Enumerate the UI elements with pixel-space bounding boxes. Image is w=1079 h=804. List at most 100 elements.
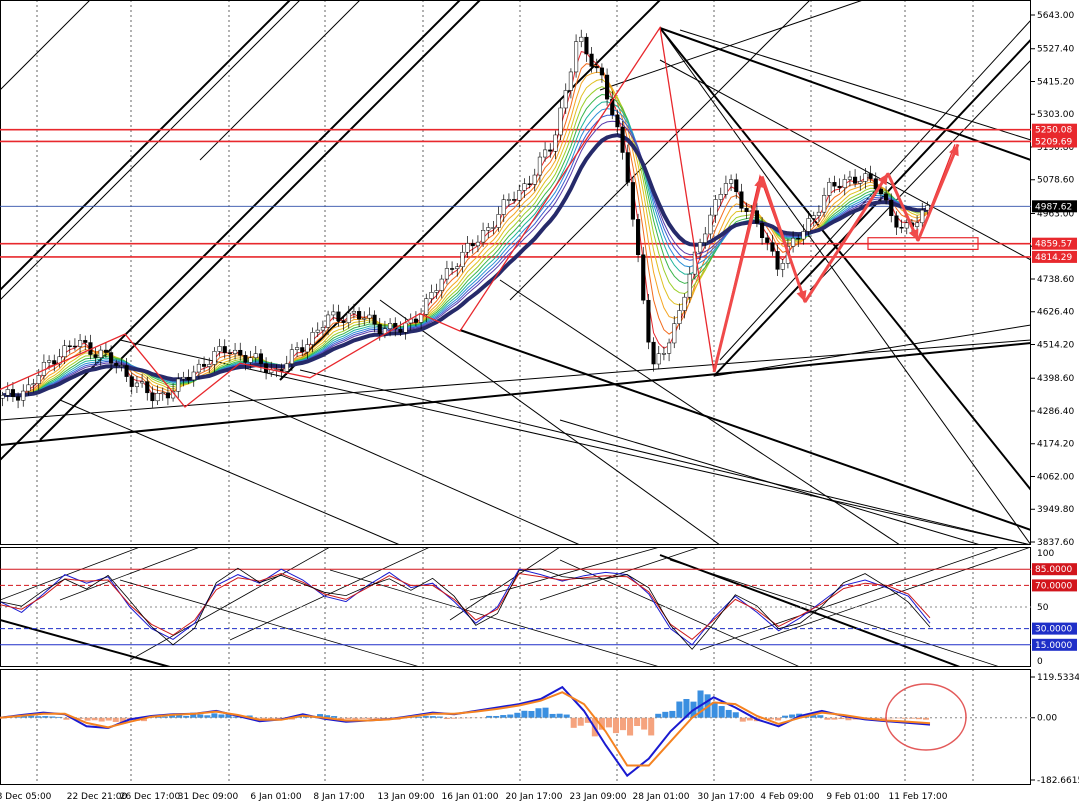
price-tick-label: 4514.20 bbox=[1037, 340, 1074, 350]
candle-body bbox=[52, 360, 57, 365]
macd-bar bbox=[49, 716, 56, 718]
candle-body bbox=[103, 349, 108, 353]
macd-panel[interactable] bbox=[0, 669, 1031, 785]
trendline bbox=[599, 0, 865, 91]
macd-bar bbox=[169, 714, 176, 718]
macd-bar bbox=[725, 709, 732, 718]
price-level-tag bbox=[1032, 237, 1077, 250]
osc-tick-label: 0 bbox=[1037, 657, 1043, 667]
price-level-tag bbox=[1032, 200, 1077, 213]
candle-body bbox=[191, 371, 196, 381]
macd-bar bbox=[105, 717, 112, 721]
osc-level-tag bbox=[1032, 638, 1077, 651]
candle-body bbox=[98, 349, 103, 358]
macd-highlight-circle bbox=[885, 683, 967, 751]
candle-body bbox=[543, 149, 548, 158]
candle-body bbox=[667, 342, 672, 354]
macd-bar bbox=[204, 715, 211, 718]
macd-bar bbox=[14, 717, 21, 718]
macd-bar bbox=[901, 717, 908, 719]
candle-body bbox=[284, 363, 289, 372]
macd-bar bbox=[274, 717, 281, 720]
forecast-arrows bbox=[712, 143, 960, 373]
candle-body bbox=[780, 263, 785, 270]
macd-bar bbox=[42, 716, 49, 718]
macd-bar bbox=[98, 717, 105, 722]
time-label: 30 Jan 17:00 bbox=[698, 792, 755, 802]
macd-bar bbox=[63, 717, 70, 720]
price-level-tag bbox=[1032, 123, 1077, 136]
macd-bar bbox=[620, 717, 627, 731]
trendline bbox=[659, 27, 1031, 161]
candle-body bbox=[904, 222, 909, 229]
candle-body bbox=[661, 353, 666, 355]
candle-body bbox=[419, 314, 424, 323]
osc-trendline bbox=[329, 569, 661, 667]
price-panel[interactable] bbox=[0, 0, 1031, 545]
macd-bar bbox=[697, 690, 704, 718]
trendline bbox=[0, 339, 1031, 421]
macd-bar bbox=[676, 701, 683, 718]
candle-body bbox=[734, 179, 739, 192]
osc-trendline bbox=[699, 547, 1001, 651]
candle-body bbox=[109, 352, 114, 364]
macd-bar bbox=[436, 716, 443, 718]
candle-body bbox=[439, 278, 444, 291]
price-level-label: 5209.69 bbox=[1035, 137, 1072, 147]
forecast-arrow bbox=[760, 175, 807, 303]
forecast-arrow-head bbox=[796, 290, 807, 302]
trendline bbox=[509, 0, 811, 301]
candle-body bbox=[367, 314, 372, 319]
macd-bar bbox=[415, 716, 422, 718]
candle-body bbox=[625, 152, 630, 183]
candle-body bbox=[377, 324, 382, 335]
candle-body bbox=[816, 211, 821, 216]
macd-bar bbox=[162, 716, 169, 718]
osc-tick-label: 100 bbox=[1037, 549, 1054, 559]
macd-bar bbox=[542, 707, 549, 718]
macd-bar bbox=[605, 717, 612, 728]
macd-bar bbox=[880, 717, 887, 720]
candle-body bbox=[703, 233, 708, 243]
candle-body bbox=[315, 329, 320, 333]
candle-body bbox=[10, 389, 15, 397]
macd-bar bbox=[28, 715, 35, 718]
candle-body bbox=[83, 340, 88, 343]
candle-body bbox=[310, 332, 315, 345]
trendline bbox=[559, 419, 983, 545]
candle-body bbox=[57, 356, 62, 365]
candle-body bbox=[920, 209, 925, 224]
candle-body bbox=[362, 317, 367, 320]
ma-line bbox=[2, 63, 928, 397]
trendline bbox=[59, 399, 401, 545]
time-label: 22 Dec 21:00 bbox=[67, 792, 128, 802]
time-label: 28 Jan 01:00 bbox=[633, 792, 690, 802]
price-level-tag bbox=[1032, 135, 1077, 148]
macd-bar bbox=[500, 715, 507, 718]
osc-trendline bbox=[119, 579, 421, 667]
candle-body bbox=[202, 363, 207, 367]
forecast-arrow bbox=[916, 143, 960, 242]
osc-series bbox=[0, 567, 931, 650]
trendline bbox=[659, 27, 1031, 491]
macd-bar bbox=[190, 712, 197, 718]
macd-bar bbox=[782, 715, 789, 718]
macd-bar bbox=[183, 715, 190, 718]
candle-body bbox=[289, 349, 294, 365]
osc-trendline bbox=[469, 547, 661, 601]
candle-body bbox=[114, 363, 119, 366]
candle-body bbox=[320, 327, 325, 331]
candle-body bbox=[853, 176, 858, 184]
osc-axis: 10085.000070.00005030.000015.0000085.000… bbox=[1032, 549, 1077, 667]
candle-body bbox=[21, 390, 26, 401]
trendline bbox=[279, 0, 662, 381]
candle-body bbox=[491, 227, 496, 229]
candle-body bbox=[739, 191, 744, 209]
price-tick-label: 4398.60 bbox=[1037, 374, 1074, 384]
trendline bbox=[199, 0, 361, 161]
macd-bar bbox=[549, 713, 556, 718]
candle-body bbox=[233, 349, 238, 354]
candle-body bbox=[858, 181, 863, 184]
